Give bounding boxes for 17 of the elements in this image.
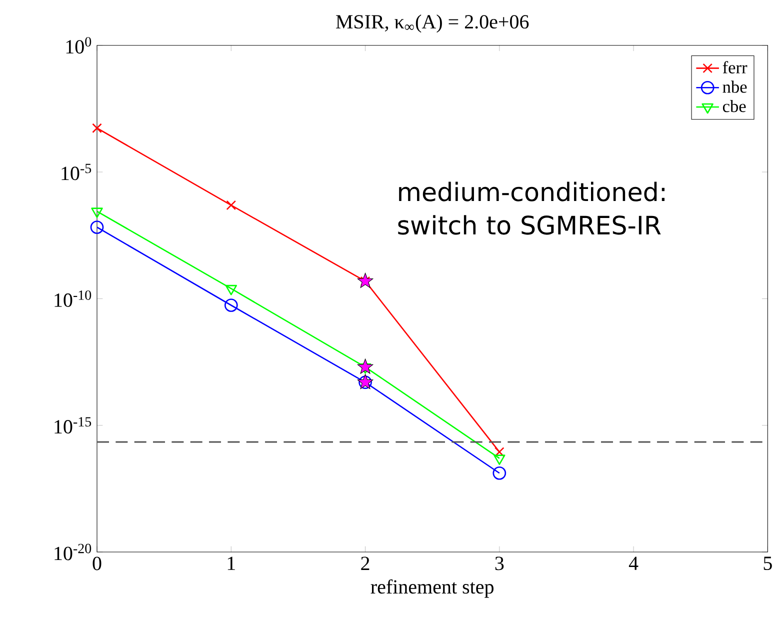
legend-label: cbe [722, 100, 746, 112]
y-tick-label: 10$^{-15}$ [54, 417, 92, 434]
x-tick-label: 3 [495, 556, 504, 570]
x-tick-label: 2 [361, 556, 370, 570]
y-tick-label: 10$^{-10}$ [54, 290, 92, 307]
annotation: medium-conditioned: switch to SGMRES-IR [398, 182, 664, 235]
y-tick-label: 10$^{0}$ [66, 37, 92, 54]
legend-label: nbe [722, 80, 747, 93]
chart-title: MSIR, κ$_{∞}$(A) = 2.0e+06 [336, 14, 529, 33]
x-tick-label: 4 [628, 556, 638, 570]
x-axis-title: refinement step [370, 579, 494, 598]
legend-label: ferr [722, 61, 748, 74]
y-tick-label: 10$^{-20}$ [54, 544, 92, 560]
x-tick-label: 5 [764, 556, 772, 570]
x-tick-label: 1 [228, 556, 235, 570]
y-tick-label: 10$^{-5}$ [62, 164, 92, 180]
x-tick-label: 0 [92, 556, 102, 570]
